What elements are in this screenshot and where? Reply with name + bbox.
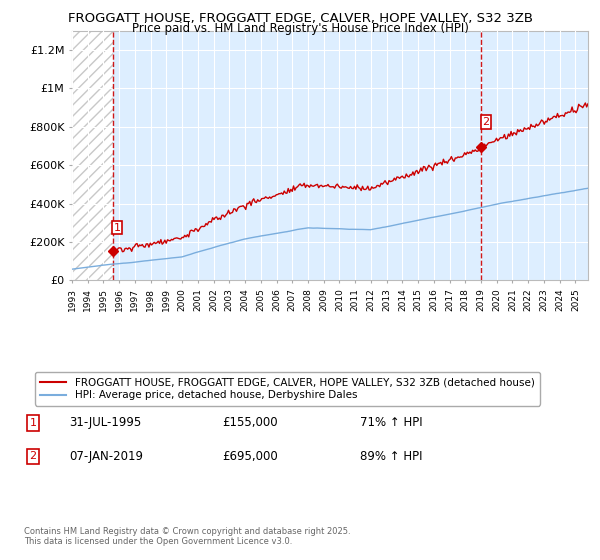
Text: 2: 2 (29, 451, 37, 461)
Text: 1: 1 (114, 223, 121, 232)
Text: Contains HM Land Registry data © Crown copyright and database right 2025.
This d: Contains HM Land Registry data © Crown c… (24, 526, 350, 546)
Text: £155,000: £155,000 (222, 416, 278, 430)
Legend: FROGGATT HOUSE, FROGGATT EDGE, CALVER, HOPE VALLEY, S32 3ZB (detached house), HP: FROGGATT HOUSE, FROGGATT EDGE, CALVER, H… (35, 372, 540, 405)
Text: Price paid vs. HM Land Registry's House Price Index (HPI): Price paid vs. HM Land Registry's House … (131, 22, 469, 35)
Text: £695,000: £695,000 (222, 450, 278, 463)
Text: 1: 1 (29, 418, 37, 428)
Text: FROGGATT HOUSE, FROGGATT EDGE, CALVER, HOPE VALLEY, S32 3ZB: FROGGATT HOUSE, FROGGATT EDGE, CALVER, H… (67, 12, 533, 25)
Text: 31-JUL-1995: 31-JUL-1995 (69, 416, 141, 430)
Text: 89% ↑ HPI: 89% ↑ HPI (360, 450, 422, 463)
Text: 71% ↑ HPI: 71% ↑ HPI (360, 416, 422, 430)
Polygon shape (72, 31, 113, 281)
Text: 2: 2 (482, 117, 490, 127)
Text: 07-JAN-2019: 07-JAN-2019 (69, 450, 143, 463)
